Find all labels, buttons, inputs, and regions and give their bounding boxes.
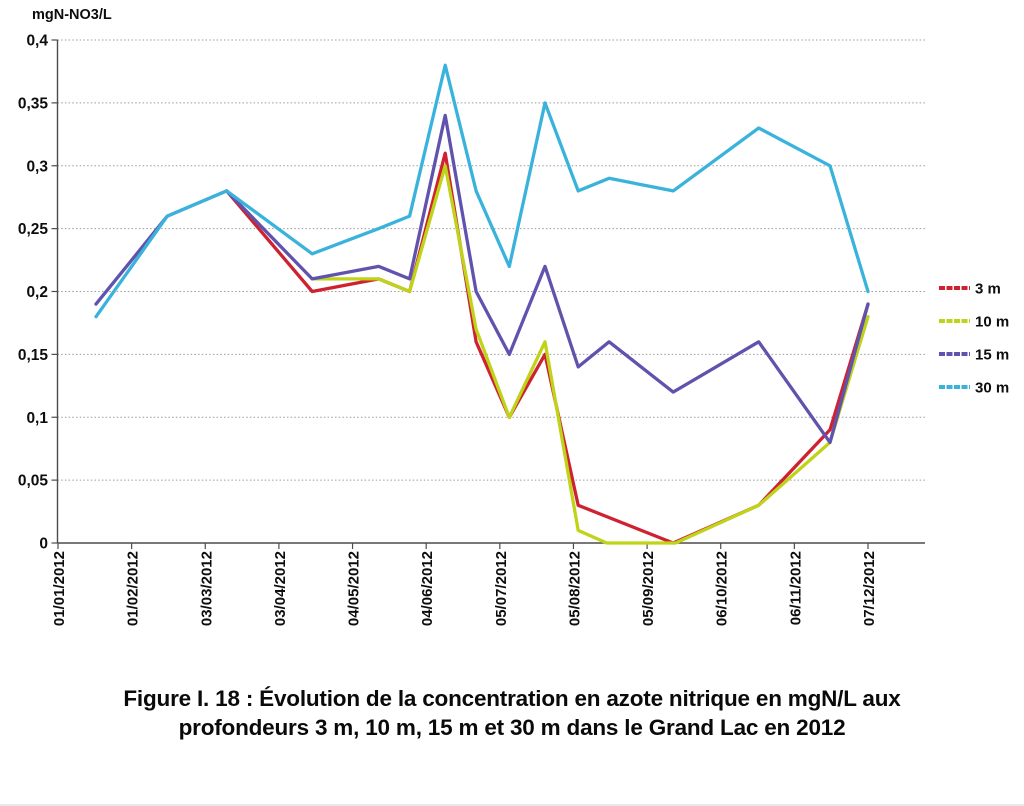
x-tick-label: 04/05/2012: [346, 551, 363, 626]
figure-caption: Figure I. 18 : Évolution de la concentra…: [0, 684, 1024, 742]
y-tick-label: 0,05: [18, 473, 49, 490]
x-tick-label: 05/08/2012: [566, 551, 583, 626]
y-tick-label: 0,15: [18, 347, 49, 364]
x-tick-label: 06/10/2012: [714, 551, 731, 626]
series-line-15m: [94, 113, 870, 445]
legend-label-10m: 10 m: [975, 314, 1009, 331]
x-tick-label: 07/12/2012: [861, 551, 878, 626]
figure-caption-line2: profondeurs 3 m, 10 m, 15 m et 30 m dans…: [178, 715, 846, 740]
x-tick-label: 01/02/2012: [125, 551, 142, 626]
x-tick-label: 03/03/2012: [198, 551, 215, 626]
y-tick-label: 0,2: [26, 284, 48, 301]
figure-caption-line1: Figure I. 18 : Évolution de la concentra…: [123, 686, 901, 711]
legend-label-3m: 3 m: [975, 281, 1001, 298]
series-line-10m: [310, 164, 870, 545]
series-line-30m: [94, 63, 870, 319]
y-tick-label: 0,35: [18, 95, 49, 112]
y-tick-label: 0,3: [26, 158, 48, 175]
x-tick-label: 06/11/2012: [787, 551, 804, 625]
x-tick-label: 03/04/2012: [272, 551, 289, 626]
legend-label-15m: 15 m: [975, 347, 1009, 364]
y-axis-title: mgN-NO3/L: [32, 7, 112, 23]
y-tick-label: 0,25: [18, 221, 49, 238]
nitrate-concentration-line-chart: 0 0,05 0,1 0,15 0,2 0,25 0,3 0,35 0,4 mgN-NO3/L 01…: [18, 7, 1009, 626]
x-tick-label: 01/01/2012: [51, 551, 68, 626]
x-tick-label: 05/09/2012: [640, 551, 657, 626]
y-tick-label: 0: [39, 536, 48, 553]
x-tick-label: 04/06/2012: [419, 551, 436, 626]
legend-label-30m: 30 m: [975, 380, 1009, 397]
chart-area: 0 0,05 0,1 0,15 0,2 0,25 0,3 0,35 0,4 mgN-NO3/L 01…: [18, 7, 1009, 626]
y-tick-label: 0,4: [26, 33, 48, 50]
y-tick-label: 0,1: [26, 410, 48, 427]
x-tick-label: 05/07/2012: [493, 551, 510, 626]
